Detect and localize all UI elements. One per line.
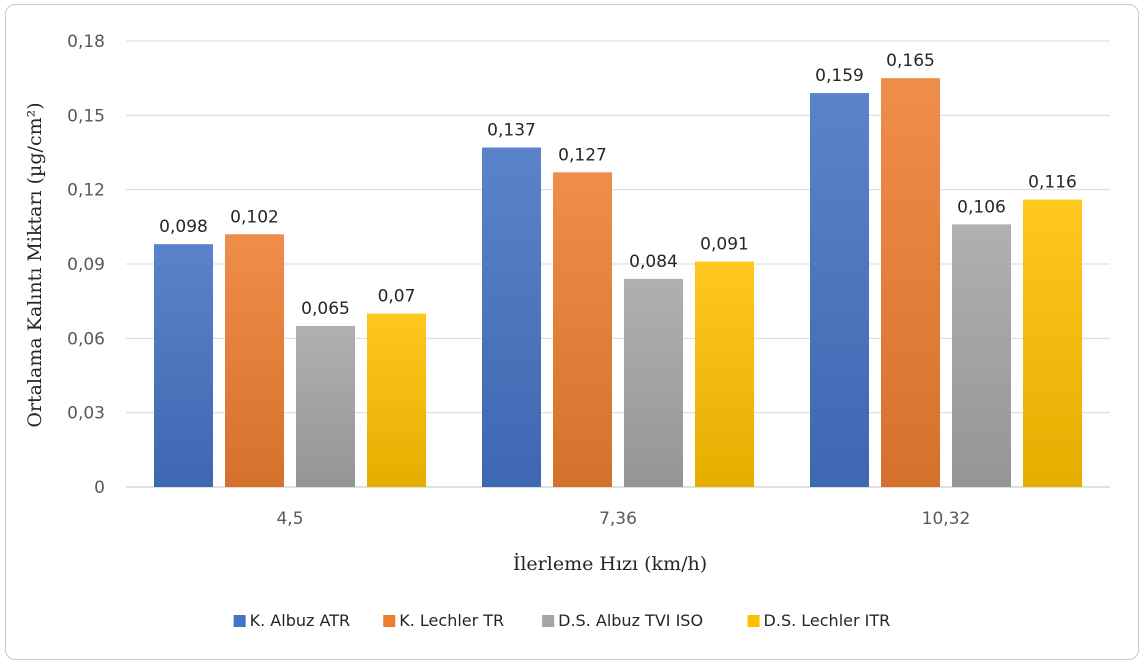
- legend-swatch: [542, 615, 555, 627]
- y-tick-label: 0,12: [67, 181, 105, 201]
- legend-item: D.S. Albuz TVI ISO: [542, 611, 703, 630]
- x-tick-label: 7,36: [599, 509, 637, 529]
- legend: K. Albuz ATR K. Lechler TR D.S. Albuz TVI …: [233, 611, 891, 630]
- bar: [952, 224, 1011, 487]
- data-label: 0,165: [886, 51, 935, 71]
- y-tick-label: 0,06: [67, 329, 105, 349]
- bar: [1023, 199, 1082, 488]
- legend-swatch: [383, 615, 396, 627]
- legend-item: K. Albuz ATR: [233, 611, 350, 630]
- legend-item: D.S. Lechler ITR: [747, 611, 891, 630]
- y-tick-label: 0,09: [67, 255, 105, 275]
- data-labels: 0,098 0,102 0,065 0,07 0,137 0,127 0,084 0,091 0…: [159, 51, 1077, 319]
- bar: [367, 313, 426, 487]
- x-axis-title: İlerleme Hızı (km/h): [513, 552, 707, 575]
- data-label: 0,084: [629, 252, 678, 272]
- legend-label: K. Lechler TR: [399, 611, 504, 630]
- y-tick-label: 0,18: [67, 32, 105, 52]
- gridlines: [126, 40, 1110, 488]
- legend-item: K. Lechler TR: [383, 611, 504, 630]
- data-label: 0,098: [159, 217, 208, 237]
- y-tick-label: 0,03: [67, 404, 105, 424]
- data-label: 0,102: [230, 207, 279, 227]
- bar: [624, 278, 683, 487]
- data-label: 0,106: [957, 197, 1006, 217]
- y-tick-label: 0: [94, 478, 105, 498]
- data-label: 0,091: [700, 235, 749, 255]
- x-axis-ticks: 4,5 7,36 10,32: [276, 509, 970, 529]
- legend-swatch: [747, 615, 760, 627]
- legend-label: D.S. Lechler ITR: [764, 611, 891, 630]
- y-axis-title: Ortalama Kalıntı Miktarı (µg/cm²): [24, 102, 46, 427]
- data-label: 0,137: [487, 121, 536, 141]
- x-tick-label: 4,5: [276, 509, 303, 529]
- data-label: 0,116: [1028, 173, 1077, 193]
- data-label: 0,159: [815, 66, 864, 86]
- bar: [810, 93, 869, 488]
- x-tick-label: 10,32: [922, 509, 971, 529]
- data-label: 0,127: [558, 145, 607, 165]
- legend-label: D.S. Albuz TVI ISO: [558, 611, 703, 630]
- y-axis-ticks: 0 0,03 0,06 0,09 0,12 0,15 0,18: [67, 32, 105, 498]
- bars: [154, 78, 1082, 488]
- bar: [225, 234, 284, 487]
- bar: [482, 147, 541, 488]
- legend-swatch: [233, 615, 246, 627]
- y-tick-label: 0,15: [67, 106, 105, 126]
- legend-label: K. Albuz ATR: [250, 611, 350, 630]
- data-label: 0,07: [378, 287, 416, 307]
- bar: [695, 261, 754, 487]
- bar: [296, 325, 355, 487]
- bar: [553, 172, 612, 488]
- bar: [881, 78, 940, 488]
- data-label: 0,065: [301, 299, 350, 319]
- bar: [154, 244, 213, 487]
